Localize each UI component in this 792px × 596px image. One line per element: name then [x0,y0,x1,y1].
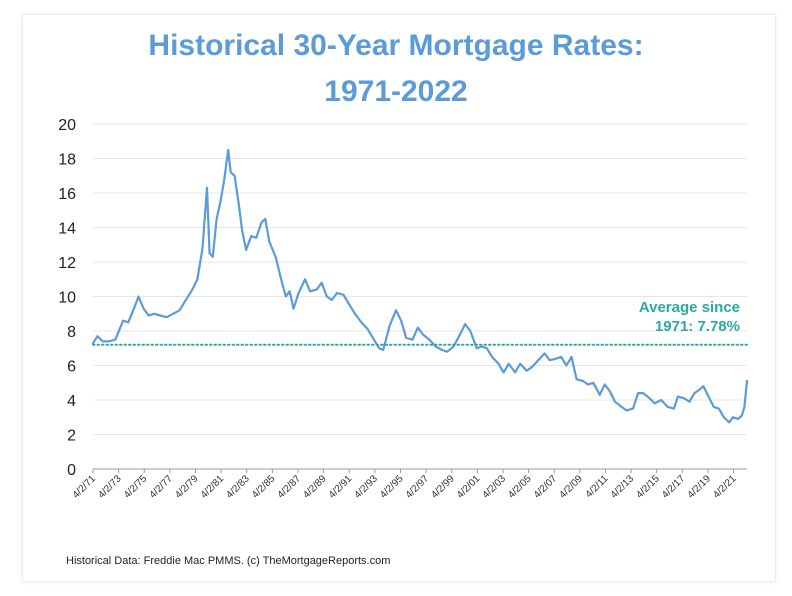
y-tick-label: 0 [67,462,76,479]
x-tick-label: 4/2/85 [250,473,278,501]
y-tick-label: 12 [58,255,76,272]
x-tick-label: 4/2/75 [122,473,150,501]
annotation-group: Average since 1971: 7.78% [639,299,740,335]
x-tick-label: 4/2/05 [506,473,534,501]
x-tick-label: 4/2/81 [199,473,227,501]
x-tick-label: 4/2/21 [711,473,739,501]
x-tick-label: 4/2/87 [276,473,304,501]
y-tick-label: 10 [58,290,76,307]
x-tick-label: 4/2/07 [532,473,560,501]
x-tick-label: 4/2/91 [327,473,355,501]
x-tick-label: 4/2/73 [96,473,124,501]
x-tick-label: 4/2/83 [224,473,252,501]
y-tick-label: 8 [67,324,76,341]
x-tick-label: 4/2/79 [173,473,201,501]
y-axis: 0 2 4 6 8 10 12 14 16 18 20 [58,117,76,479]
footnote: Historical Data: Freddie Mac PMMS. (c) T… [66,555,391,567]
chart-title-line-1: Historical 30-Year Mortgage Rates: [148,29,644,62]
x-tick-label: 4/2/97 [404,473,432,501]
x-tick-label: 4/2/89 [301,473,329,501]
x-tick-label: 4/2/95 [378,473,406,501]
y-tick-label: 14 [58,221,76,238]
chart-title-line-2: 1971-2022 [324,75,468,108]
y-tick-label: 6 [67,359,76,376]
x-tick-label: 4/2/03 [481,473,509,501]
average-annotation-line-1: Average since [639,299,740,316]
x-tick-label: 4/2/93 [353,473,381,501]
x-tick-label: 4/2/15 [634,473,662,501]
y-tick-label: 16 [58,186,76,203]
x-tick-label: 4/2/77 [148,473,176,501]
x-tick-label: 4/2/11 [584,473,611,500]
mortgage-rate-line [91,148,749,424]
y-tick-label: 2 [67,428,76,445]
x-tick-label: 4/2/09 [557,473,585,501]
x-axis: 4/2/714/2/734/2/754/2/774/2/794/2/814/2/… [71,469,739,501]
average-annotation-line-2: 1971: 7.78% [655,318,740,335]
y-tick-label: 4 [67,393,76,410]
x-tick-label: 4/2/17 [660,473,688,501]
x-tick-label: 4/2/01 [455,473,483,501]
y-tick-label: 18 [58,152,76,169]
x-tick-label: 4/2/13 [609,473,637,501]
chart-card [22,14,776,582]
series-group [91,148,749,424]
y-tick-label: 20 [58,117,76,134]
grid-lines [93,123,747,470]
x-tick-label: 4/2/19 [686,473,714,501]
x-tick-label: 4/2/99 [429,473,457,501]
